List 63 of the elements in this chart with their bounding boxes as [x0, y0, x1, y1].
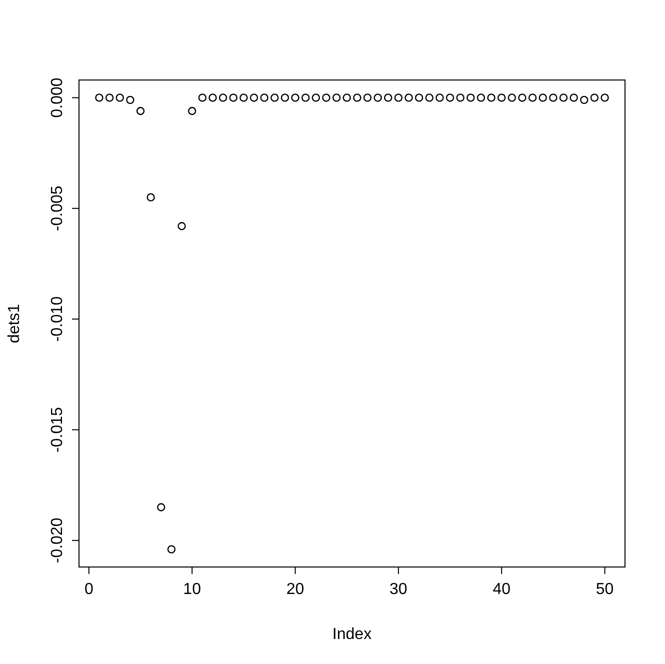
- point: [466, 94, 475, 102]
- x-tick-label: 10: [183, 581, 202, 598]
- point: [363, 94, 372, 102]
- x-tick-label: 30: [390, 581, 408, 598]
- point: [188, 106, 196, 116]
- point: [425, 94, 434, 102]
- point: [570, 94, 578, 102]
- point: [208, 94, 217, 102]
- point: [280, 94, 290, 102]
- point: [146, 193, 155, 202]
- x-tick-label: 50: [596, 581, 614, 598]
- point: [167, 545, 176, 554]
- point: [126, 96, 134, 104]
- point: [270, 94, 279, 102]
- point: [95, 94, 104, 102]
- point: [384, 94, 392, 102]
- point: [250, 94, 258, 102]
- point: [198, 94, 206, 102]
- point: [404, 94, 413, 102]
- y-tick-label: -0.015: [49, 406, 66, 452]
- point: [116, 94, 124, 102]
- point: [240, 94, 248, 102]
- point: [260, 94, 268, 102]
- point: [446, 94, 454, 102]
- x-tick-label: 40: [492, 581, 511, 598]
- point: [528, 94, 537, 102]
- y-tick-label: -0.005: [49, 186, 66, 232]
- x-axis-title: Index: [332, 626, 372, 643]
- point: [312, 94, 320, 102]
- point: [580, 96, 588, 104]
- point: [229, 94, 238, 102]
- point: [105, 94, 114, 102]
- point: [559, 94, 568, 102]
- point: [600, 94, 609, 102]
- x-tick-label: 0: [84, 581, 94, 598]
- point: [136, 106, 145, 116]
- point: [374, 94, 382, 102]
- point: [590, 94, 599, 102]
- point: [498, 94, 506, 102]
- y-tick-label: -0.020: [49, 518, 66, 564]
- point: [342, 94, 351, 102]
- point: [508, 94, 516, 102]
- point: [291, 94, 300, 102]
- x-tick-label: 20: [286, 581, 304, 598]
- point: [518, 94, 526, 102]
- point: [549, 94, 558, 102]
- point: [157, 503, 166, 512]
- y-axis-title: dets1: [6, 304, 23, 344]
- y-tick-label: -0.010: [49, 296, 66, 342]
- point: [487, 94, 496, 102]
- point: [353, 94, 362, 102]
- point: [414, 94, 424, 102]
- point: [476, 94, 486, 102]
- point: [332, 94, 341, 102]
- point: [436, 94, 444, 102]
- point: [394, 94, 403, 102]
- point: [218, 94, 228, 102]
- point: [538, 94, 547, 102]
- point: [178, 222, 186, 230]
- point: [322, 94, 330, 102]
- point: [301, 94, 310, 102]
- y-tick-label: 0.000: [49, 78, 66, 118]
- point: [456, 94, 464, 102]
